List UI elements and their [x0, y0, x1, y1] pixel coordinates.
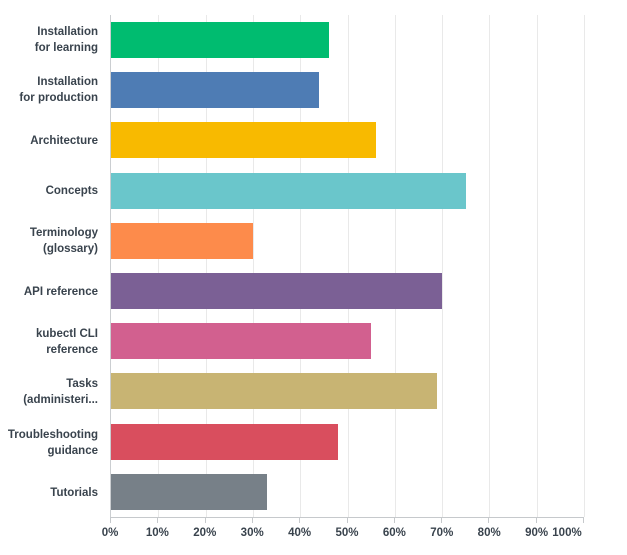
bar-terminology-glossary: [111, 222, 253, 259]
bar-row: [111, 216, 584, 266]
bar-row: [111, 417, 584, 467]
bar-installation-for-learning: [111, 22, 329, 59]
gridline: [584, 15, 585, 517]
bar-row: [111, 15, 584, 65]
category-label: Installation for production: [19, 76, 98, 105]
category-label: Concepts: [45, 185, 98, 198]
axis-tick: [251, 517, 253, 523]
x-tick-label: 0%: [101, 527, 119, 539]
x-tick-label: 20%: [193, 527, 217, 539]
axis-tick: [346, 517, 348, 523]
gridline: [489, 15, 491, 517]
bar-api-reference: [111, 273, 443, 310]
bar-installation-for-production: [111, 72, 320, 109]
gridline: [205, 15, 207, 517]
y-axis-labels: Installation for learning Installation fo…: [0, 15, 104, 518]
category-label: Architecture: [30, 134, 98, 147]
plot-area: [110, 15, 585, 523]
bar-troubleshooting-guidance: [111, 423, 339, 460]
bar-row: [111, 467, 584, 517]
gridline: [442, 15, 444, 517]
x-tick-label: 70%: [430, 527, 454, 539]
axis-tick: [110, 517, 111, 523]
category-label: Tasks (administeri...: [23, 378, 98, 407]
axis-tick: [535, 517, 537, 523]
category-label: kubectl CLI reference: [36, 327, 98, 356]
axis-tick: [157, 517, 159, 523]
x-tick-label: 90%: [525, 527, 549, 539]
category-label: Troubleshooting guidance: [7, 428, 98, 457]
bar-row: [111, 366, 584, 416]
bar-row: [111, 316, 584, 366]
bar-concepts: [111, 172, 466, 209]
x-tick-label: 60%: [382, 527, 406, 539]
gridline: [252, 15, 254, 517]
gridline: [536, 15, 538, 517]
axis-tick: [488, 517, 490, 523]
category-label: Terminology (glossary): [29, 227, 98, 256]
x-tick-label: 10%: [145, 527, 169, 539]
bar-row: [111, 266, 584, 316]
x-tick-label: 100%: [552, 527, 582, 539]
bars-layer: [111, 15, 584, 517]
axis-tick: [299, 517, 301, 523]
x-tick-label: 80%: [477, 527, 501, 539]
bar-tasks-administeri: [111, 373, 438, 410]
bar-row: [111, 166, 584, 216]
bar-kubectl-cli-reference: [111, 323, 372, 360]
bar-architecture: [111, 122, 376, 159]
x-tick-label: 50%: [335, 527, 359, 539]
x-axis-tick-labels: 0% 10% 20% 30% 40% 50% 60% 70% 80% 90% 100%: [102, 527, 584, 547]
axis-tick: [393, 517, 395, 523]
category-label: API reference: [23, 285, 98, 298]
x-tick-label: 30%: [240, 527, 264, 539]
bar-row: [111, 65, 584, 115]
gridline: [300, 15, 302, 517]
gridline: [394, 15, 396, 517]
gridline: [158, 15, 160, 517]
bar-row: [111, 115, 584, 165]
gridline: [347, 15, 349, 517]
bar-tutorials: [111, 473, 268, 510]
axis-tick: [441, 517, 443, 523]
axis-tick: [583, 517, 584, 523]
x-tick-label: 40%: [288, 527, 312, 539]
category-label: Tutorials: [50, 486, 98, 499]
axis-tick: [204, 517, 206, 523]
category-label: Installation for learning: [34, 26, 98, 55]
